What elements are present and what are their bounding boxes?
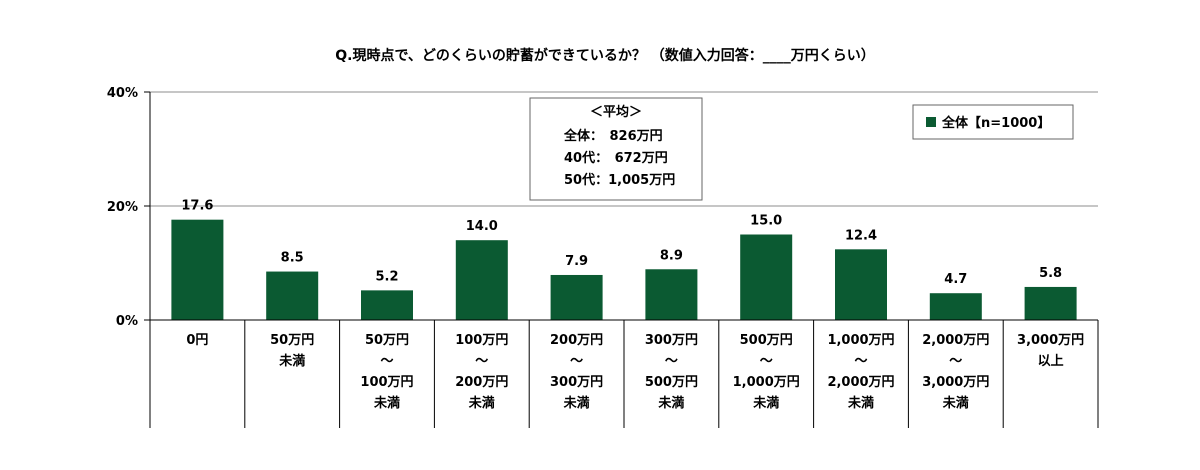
category-label: 500万円 — [645, 375, 698, 390]
annotation-frame — [529, 97, 703, 201]
category-label: ～ — [475, 354, 488, 369]
legend-frame — [912, 104, 1074, 140]
bar — [266, 271, 319, 320]
category-label: ～ — [665, 354, 678, 369]
category-label: 未満 — [942, 395, 969, 411]
bar — [645, 269, 698, 320]
category-label: 500万円 — [740, 333, 793, 348]
category-label: 未満 — [373, 395, 400, 411]
y-axis: 0% 20% 40% — [107, 86, 151, 329]
data-label: 5.2 — [375, 269, 398, 284]
bar — [361, 290, 413, 320]
bar — [171, 219, 224, 320]
category-label: 3,000万円 — [922, 375, 989, 390]
category-label: ～ — [380, 354, 393, 369]
annotation-heading: ＜平均＞ — [590, 104, 642, 120]
data-label: 15.0 — [750, 214, 782, 229]
category-label: 未満 — [468, 395, 495, 411]
data-label: 14.0 — [466, 219, 498, 234]
category-label: 100万円 — [360, 375, 413, 390]
data-label: 8.9 — [660, 248, 683, 263]
category-label: 300万円 — [550, 375, 603, 390]
average-annotation-box: ＜平均＞ 全体： 826万円 40代： 672万円 50代：1,005万円 — [529, 97, 703, 201]
category-label: 3,000万円 — [1017, 333, 1084, 348]
grid-lines — [150, 91, 1098, 207]
data-label: 17.6 — [181, 199, 213, 214]
category-label: 50万円 — [365, 333, 409, 348]
data-label: 5.8 — [1039, 266, 1062, 281]
data-label: 7.9 — [565, 254, 588, 269]
category-label: ～ — [949, 354, 962, 369]
legend-swatch — [926, 117, 936, 127]
bar — [740, 234, 793, 320]
data-label: 8.5 — [281, 251, 304, 266]
chart-title: Q.現時点で、どのくらいの貯蓄ができているか？ （数値入力回答：____万円くら… — [335, 47, 875, 64]
y-tick-label: 20% — [107, 200, 138, 215]
x-axis: 0円 50万円未満50万円～100万円未満100万円～200万円未満200万円～3… — [149, 319, 1099, 428]
category-label: 2,000万円 — [922, 333, 989, 348]
y-tick-label: 40% — [107, 86, 138, 101]
category-label: 未満 — [657, 395, 684, 411]
category-label: 200万円 — [455, 375, 508, 390]
y-tick-label: 0% — [116, 314, 138, 329]
category-label: 100万円 — [455, 333, 508, 348]
category-label: 50万円 — [270, 333, 314, 348]
category-label: 未満 — [278, 353, 305, 369]
category-label: 2,000万円 — [827, 375, 894, 390]
category-label: 未満 — [563, 395, 590, 411]
category-label: ～ — [760, 354, 773, 369]
legend-label: 全体【n=1000】 — [941, 115, 1050, 131]
data-label: 12.4 — [845, 228, 877, 243]
category-label: 未満 — [752, 395, 779, 411]
legend: 全体【n=1000】 — [912, 104, 1074, 140]
category-label: 未満 — [847, 395, 874, 411]
bar-series — [171, 219, 1077, 320]
annotation-line: 40代： 672万円 — [564, 150, 668, 166]
category-label: 0円 — [186, 333, 208, 348]
category-label: 200万円 — [550, 333, 603, 348]
category-label: 300万円 — [645, 333, 698, 348]
annotation-line: 全体： 826万円 — [563, 128, 663, 144]
bar — [929, 293, 982, 320]
category-label: ～ — [854, 354, 867, 369]
bar — [835, 249, 887, 320]
category-label: ～ — [570, 354, 583, 369]
bar — [1024, 286, 1077, 320]
category-label: 以上 — [1038, 354, 1064, 369]
data-labels: 17.6 8.5 5.2 14.0 7.9 8.9 15.0 12.4 4.7 5.8 — [181, 199, 1062, 288]
category-label: 1,000万円 — [733, 375, 800, 390]
data-label: 4.7 — [944, 272, 967, 287]
category-label: 1,000万円 — [827, 333, 894, 348]
bar — [550, 274, 603, 320]
annotation-line: 50代：1,005万円 — [564, 172, 675, 188]
bar — [455, 240, 508, 320]
